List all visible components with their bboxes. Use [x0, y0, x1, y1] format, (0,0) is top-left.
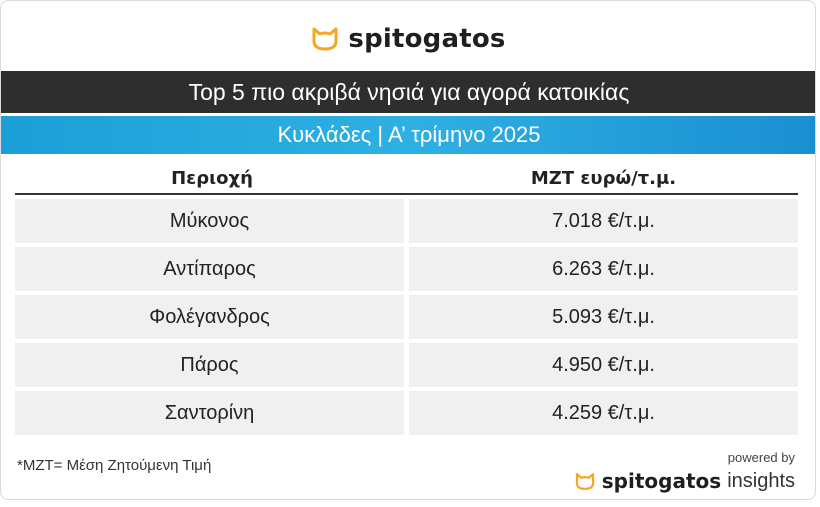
row-region: Φολέγανδρος: [15, 295, 409, 339]
row-price: 5.093 €/τ.μ.: [409, 295, 798, 339]
row-price: 4.259 €/τ.μ.: [409, 391, 798, 435]
page-title: Top 5 πιο ακριβά νησιά για αγορά κατοικί…: [188, 78, 630, 105]
price-table: Περιοχή ΜΖΤ ευρώ/τ.μ. Μύκονος 7.018 €/τ.…: [15, 159, 798, 439]
row-region: Πάρος: [15, 343, 409, 387]
cat-face-icon: [312, 27, 338, 51]
cat-face-icon: [575, 472, 594, 490]
row-price: 6.263 €/τ.μ.: [409, 247, 798, 291]
insights-suffix: insights: [727, 469, 795, 492]
row-price: 4.950 €/τ.μ.: [409, 343, 798, 387]
powered-by-label: powered by: [727, 450, 795, 465]
table-row: Μύκονος 7.018 €/τ.μ.: [15, 199, 798, 243]
table-row: Σαντορίνη 4.259 €/τ.μ.: [15, 391, 798, 435]
header-region: Περιοχή: [15, 163, 409, 195]
table-row: Πάρος 4.950 €/τ.μ.: [15, 343, 798, 387]
row-region: Αντίπαρος: [15, 247, 409, 291]
subtitle-bar: Κυκλάδες | Α’ τρίμηνο 2025: [1, 116, 815, 154]
row-price: 7.018 €/τ.μ.: [409, 199, 798, 243]
table-row: Αντίπαρος 6.263 €/τ.μ.: [15, 247, 798, 291]
row-region: Μύκονος: [15, 199, 409, 243]
insights-logo: spitogatos insights: [574, 469, 795, 493]
header-price: ΜΖΤ ευρώ/τ.μ.: [409, 163, 798, 195]
row-region: Σαντορίνη: [15, 391, 409, 435]
table-header-row: Περιοχή ΜΖΤ ευρώ/τ.μ.: [15, 163, 798, 195]
powered-by-logo: powered by spitogatos insights: [574, 451, 795, 493]
brand-header: spitogatos: [1, 21, 815, 57]
title-bar: Top 5 πιο ακριβά νησιά για αγορά κατοικί…: [1, 71, 815, 113]
footnote: *ΜΖΤ= Μέση Ζητούμενη Τιμή: [17, 457, 212, 474]
insights-brand-name: spitogatos: [601, 469, 722, 493]
table-row: Φολέγανδρος 5.093 €/τ.μ.: [15, 295, 798, 339]
page-subtitle: Κυκλάδες | Α’ τρίμηνο 2025: [277, 122, 541, 147]
brand-name: spitogatos: [348, 24, 506, 54]
